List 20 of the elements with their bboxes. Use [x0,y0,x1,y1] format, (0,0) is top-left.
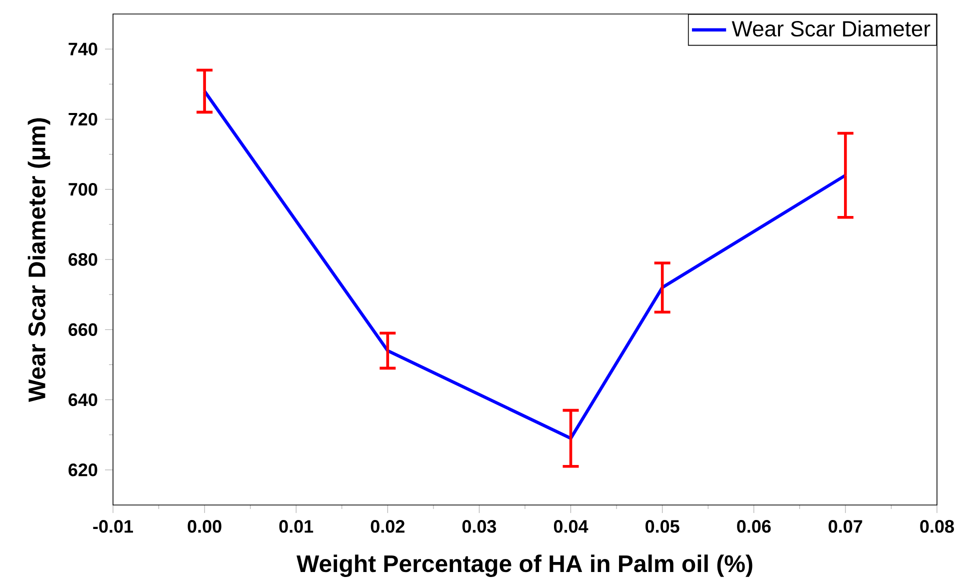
x-tick-label: 0.02 [370,520,404,533]
legend-label: Wear Scar Diameter [732,20,930,37]
x-tick-label: 0.05 [646,520,680,533]
y-tick-label: 640 [68,393,98,406]
x-axis-title: Weight Percentage of HA in Palm oil (%) [296,554,752,578]
x-tick-label: 0.00 [188,520,222,533]
y-axis-title: Wear Scar Diameter (μm) [28,118,50,402]
y-tick-label: 620 [68,464,98,476]
x-tick-label: 0.08 [920,520,954,533]
x-tick-label: 0.01 [279,520,314,533]
x-tick-label: -0.01 [93,520,134,533]
y-tick-label: 660 [68,323,98,336]
y-tick-label: 700 [68,182,98,196]
y-tick-label: 740 [68,42,98,56]
x-tick-label: 0.03 [462,520,496,533]
y-tick-label: 720 [68,112,98,126]
x-tick-label: 0.07 [828,520,862,533]
x-tick-label: 0.06 [737,520,771,533]
y-tick-label: 680 [68,253,98,266]
x-tick-label: 0.04 [554,520,588,533]
